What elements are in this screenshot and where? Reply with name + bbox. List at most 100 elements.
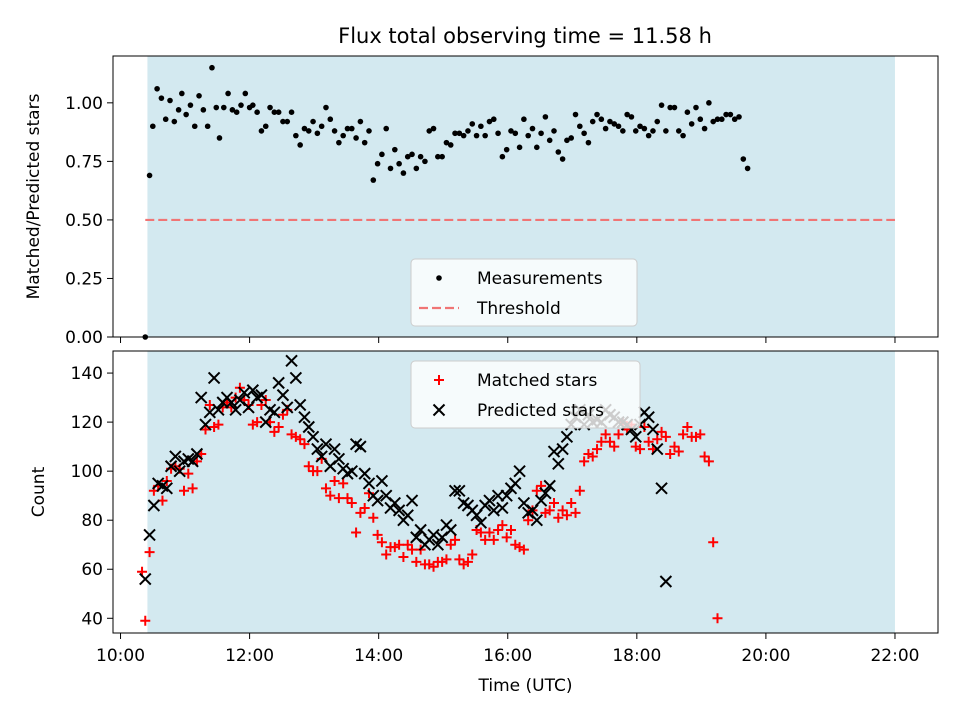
predicted-star-marker [392,504,406,517]
measurement-point [490,116,497,123]
matched-star-marker [579,456,590,467]
count-y-ticks: 40 60 80 100 120 140 [71,364,113,629]
measurement-point [439,153,445,160]
measurement-point [744,165,751,172]
measurement-point [533,144,540,151]
measurement-point [688,121,695,127]
predicted-star-marker [444,523,457,537]
predicted-star-marker [212,403,225,417]
measurement-point [684,109,691,115]
measurement-point [379,151,385,158]
predicted-star-marker [470,509,483,522]
measurement-point [538,130,544,137]
measurement-point [710,118,716,125]
matched-star-marker [299,439,310,450]
count-x-tick-label: 20:00 [741,646,790,666]
matched-star-marker [566,498,577,509]
predicted-star-marker [371,494,384,507]
predicted-star-marker [534,494,548,507]
matched-star-marker [505,525,516,536]
measurement-point [469,121,476,127]
matched-star-marker [363,488,374,499]
count-axes-frame [112,350,939,634]
measurement-point [641,125,648,132]
measurement-point [297,142,303,148]
measurement-point [430,125,437,132]
matched-star-marker [488,534,499,545]
measurement-point [482,132,488,139]
ratio-y-tick-label: 0.00 [65,328,103,348]
predicted-star-marker [190,447,204,461]
measurement-point [555,149,562,155]
measurement-point [262,123,269,130]
matched-star-marker [394,539,405,550]
predicted-star-marker [328,442,341,456]
count-y-axis-label: Count [29,466,49,517]
measurement-point [452,130,458,137]
matched-star-marker [144,547,155,558]
predicted-star-marker [560,430,574,444]
measurement-point [426,128,433,134]
predicted-star-marker [238,386,251,399]
measurement-points [142,64,751,340]
measurement-point [293,132,299,139]
measurement-point [602,125,609,132]
predicted-star-marker [203,406,217,419]
measurement-point [512,130,519,137]
predicted-star-marker [427,528,440,542]
matched-star-marker [592,444,603,455]
measurement-point [158,95,165,101]
measurement-point [456,130,463,137]
measurement-point [693,104,699,111]
measurement-point [658,102,665,108]
matched-star-marker [376,537,387,548]
matched-star-marker [398,551,409,562]
measurement-point [447,142,454,148]
predicted-star-marker [255,388,268,402]
measurement-point [663,128,669,134]
count-x-tick-label: 18:00 [612,646,661,666]
matched-star-marker [372,529,383,540]
measurement-point [542,114,549,120]
measurement-point [460,132,467,139]
predicted-star-marker [509,477,522,490]
measurement-point [404,153,411,160]
measurement-point [213,104,220,111]
matched-star-marker [325,490,336,501]
ratio-y-tick-label: 1.00 [65,94,103,114]
measurement-point [216,135,223,141]
predicted-star-marker [169,450,182,463]
measurement-point [594,111,600,118]
matched-star-marker [475,527,486,538]
measurement-point [353,135,359,141]
matched-star-marker [407,544,418,555]
matched-star-marker [359,502,370,513]
measurement-point [146,172,153,179]
measurement-point [357,118,364,125]
measurement-point [191,123,198,130]
measurement-point [392,146,398,153]
measurement-point [443,139,450,146]
measurement-point [196,93,202,99]
predicted-star-marker [496,501,509,515]
measurement-point [387,165,394,172]
measurement-point [271,109,278,115]
measurement-point [435,153,441,160]
measurement-point [546,137,553,144]
predicted-star-marker [539,487,552,500]
count-legend-box [410,360,641,429]
legend-predicted-marker [432,403,446,417]
measurement-point [413,165,420,172]
matched-star-marker [660,431,671,442]
predicted-star-marker [199,418,212,431]
matched-star-marker [712,613,723,624]
measurement-point [740,156,747,162]
predicted-star-marker [552,457,565,471]
measurement-point [323,104,329,111]
measurement-point [521,116,527,123]
matched-star-marker [549,498,560,509]
ratio-legend-box [410,258,638,327]
matched-star-marker [678,429,689,440]
predicted-star-marker [268,406,281,419]
matched-star-marker [703,456,714,467]
